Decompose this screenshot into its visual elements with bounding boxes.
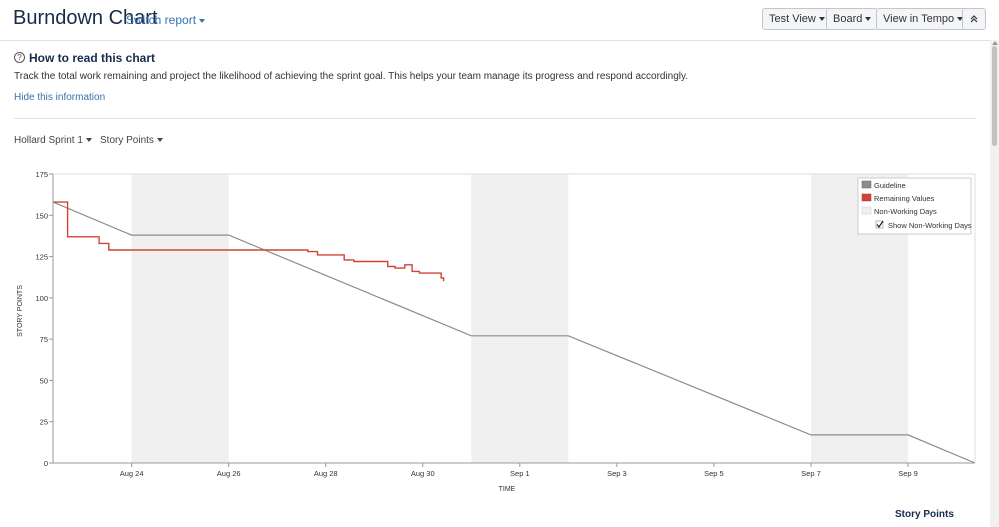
legend-remaining-swatch	[861, 193, 872, 202]
legend-guideline-label: Guideline	[874, 181, 906, 190]
scrollbar-thumb[interactable]	[992, 46, 997, 146]
divider	[14, 118, 976, 119]
page-scrollbar[interactable]	[990, 40, 999, 527]
legend-remaining-label: Remaining Values	[874, 194, 935, 203]
y-tick-label: 175	[35, 170, 48, 179]
test-view-button[interactable]: Test View	[762, 8, 832, 30]
nonworking-layer	[131, 174, 909, 463]
x-tick-label: Sep 3	[607, 469, 627, 478]
chevron-down-icon	[865, 17, 872, 22]
chevron-down-icon	[818, 17, 825, 22]
chevron-double-up-icon	[970, 15, 978, 23]
y-tick-label: 25	[40, 418, 48, 427]
y-tick-label: 0	[44, 459, 48, 468]
switch-report-link[interactable]: Switch report	[126, 13, 206, 27]
sprint-label: Hollard Sprint 1	[14, 135, 83, 146]
nonworking-band	[471, 174, 569, 463]
series-layer	[52, 201, 976, 464]
board-label: Board	[833, 13, 863, 25]
test-view-label: Test View	[769, 13, 816, 25]
chevron-down-icon	[85, 138, 92, 143]
y-tick-label: 50	[40, 376, 48, 385]
x-tick-label: Sep 9	[898, 469, 918, 478]
legend-nonworking-label: Non-Working Days	[874, 207, 937, 216]
chevron-down-icon	[957, 17, 964, 22]
page-title: Burndown Chart	[13, 7, 158, 29]
chart-legend: Guideline Remaining Values Non-Working D…	[857, 177, 972, 235]
guideline-line	[52, 201, 976, 464]
nonworking-band	[810, 174, 909, 463]
view-in-tempo-button[interactable]: View in Tempo	[876, 8, 971, 30]
remaining-values-line	[53, 201, 445, 282]
legend-nonworking-swatch	[861, 206, 872, 215]
x-tick-label: Aug 26	[217, 469, 241, 478]
estimation-label: Story Points	[100, 135, 154, 146]
y-tick-label: 150	[35, 211, 48, 220]
info-heading: How to read this chart	[29, 51, 156, 65]
question-circle-icon: ?	[14, 52, 25, 63]
info-description: Track the total work remaining and proje…	[14, 71, 689, 82]
y-axis-title: STORY POINTS	[17, 285, 24, 337]
board-button[interactable]: Board	[826, 8, 879, 30]
switch-report-label: Switch report	[126, 13, 197, 27]
story-points-section-label: Story Points	[895, 509, 954, 520]
sprint-dropdown[interactable]: Hollard Sprint 1	[14, 135, 92, 146]
scroll-up-icon[interactable]	[992, 41, 998, 45]
x-tick-label: Sep 5	[704, 469, 724, 478]
x-tick-label: Sep 7	[801, 469, 821, 478]
show-nonworking-checkbox[interactable]	[875, 220, 884, 229]
chevron-down-icon	[199, 18, 206, 23]
chevron-down-icon	[156, 138, 163, 143]
show-nonworking-label: Show Non-Working Days	[888, 221, 972, 230]
nonworking-band	[131, 174, 229, 463]
x-axis-title: TIME	[499, 486, 516, 493]
axis-layer: 0 25 50 75 100 125 150 175 Aug 24 Aug 26 Aug 28 Aug…	[35, 170, 976, 478]
x-tick-label: Aug 24	[120, 469, 144, 478]
view-in-tempo-label: View in Tempo	[883, 13, 955, 25]
legend-guideline-swatch	[861, 180, 872, 189]
x-tick-label: Aug 30	[411, 469, 435, 478]
report-header: Burndown Chart Switch report Test View B…	[0, 0, 990, 41]
hide-information-link[interactable]: Hide this information	[14, 92, 106, 103]
x-tick-label: Aug 28	[314, 469, 338, 478]
estimation-dropdown[interactable]: Story Points	[100, 135, 163, 146]
y-tick-label: 100	[35, 294, 48, 303]
y-tick-label: 125	[35, 253, 48, 262]
collapse-button[interactable]	[962, 8, 986, 30]
x-tick-label: Sep 1	[510, 469, 530, 478]
y-tick-label: 75	[40, 335, 48, 344]
